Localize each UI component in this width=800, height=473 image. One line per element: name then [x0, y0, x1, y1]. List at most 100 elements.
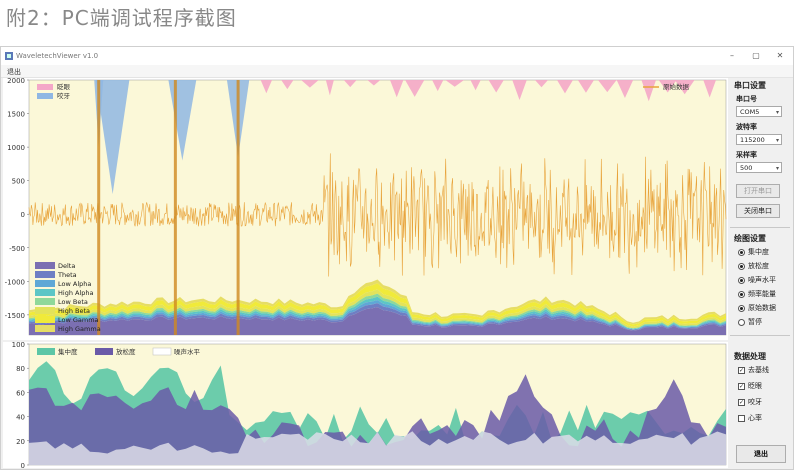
blink-overlay	[616, 80, 634, 99]
checkbox-icon: ✓	[738, 366, 745, 374]
blink-overlay	[405, 80, 425, 97]
close-port-button[interactable]: 关闭串口	[736, 204, 780, 218]
plot-option[interactable]: 原始数据	[738, 303, 776, 313]
processing-option[interactable]: ✓ 去基线	[738, 365, 769, 375]
blink-overlay	[367, 80, 381, 86]
legend-swatch	[152, 347, 172, 356]
metrics-chart: 100 80 60 40 20 0 集中度 放松度 噪声水平	[12, 341, 727, 470]
plot-settings: 绘图设置 集中度放松度噪声水平频率能量原始数据暂停	[730, 233, 792, 333]
maximize-button[interactable]: ▢	[752, 51, 760, 60]
menu-exit[interactable]: 退出	[7, 68, 21, 76]
metrics-chart-panel: 100 80 60 40 20 0 集中度 放松度 噪声水平	[3, 341, 728, 470]
legend-swatch	[35, 280, 55, 287]
blink-overlay	[658, 80, 677, 93]
legend-label: 咬牙	[57, 91, 71, 100]
rate-value: 500	[740, 164, 753, 172]
title-bar: WaveletechViewer v1.0 – ▢ ✕	[1, 47, 793, 65]
menu-bar: 退出	[1, 65, 793, 78]
legend-label: 原始数据	[663, 82, 690, 91]
legend-label: 眨眼	[57, 82, 71, 91]
blink-overlay	[281, 80, 294, 90]
y-tick-label: -1500	[5, 312, 25, 320]
processing-option[interactable]: ✓ 眨眼	[738, 381, 762, 391]
plot-option[interactable]: 频率能量	[738, 289, 776, 299]
legend-swatch	[35, 307, 55, 314]
processing-option-label: 咬牙	[748, 398, 762, 406]
rate-label: 采样率	[736, 151, 757, 159]
raw-signal-line	[28, 153, 727, 277]
serial-section-title: 串口设置	[734, 81, 766, 90]
processing-settings: 数据处理 ✓ 去基线 ✓ 眨眼 ✓ 咬牙 心率	[730, 351, 792, 431]
plot-option-label: 放松度	[748, 262, 769, 270]
y-tick-label: 2000	[7, 78, 25, 85]
plot-section-title: 绘图设置	[734, 234, 766, 243]
plot-option[interactable]: 噪声水平	[738, 275, 776, 285]
port-value: COM5	[740, 108, 760, 116]
blink-overlay	[577, 80, 595, 93]
blink-overlay	[512, 80, 527, 100]
blink-overlay	[260, 80, 273, 94]
blink-overlay	[325, 80, 334, 96]
checkbox-icon: ✓	[738, 398, 745, 406]
legend-swatch	[95, 348, 113, 355]
page-caption: 附2：PC端调试程序截图	[6, 6, 237, 30]
blink-overlay	[343, 80, 357, 88]
band-area	[29, 307, 726, 335]
port-select[interactable]: COM5 ▾	[736, 106, 782, 117]
legend-label: Theta	[57, 271, 77, 279]
plot-option[interactable]: 集中度	[738, 247, 769, 257]
y-tick-label: 1500	[7, 111, 25, 119]
plot-option-label: 暂停	[748, 318, 762, 326]
radio-icon	[738, 304, 745, 312]
y-tick-label: 20	[16, 438, 25, 446]
divider	[730, 335, 790, 336]
blink-overlay	[470, 80, 481, 91]
port-label: 串口号	[736, 95, 757, 103]
y-tick-label: 0	[21, 462, 25, 468]
radio-icon	[738, 290, 745, 298]
minimize-button[interactable]: –	[730, 51, 734, 60]
exit-button[interactable]: 退出	[736, 445, 786, 463]
blink-overlay	[534, 80, 549, 88]
plot-option[interactable]: 放松度	[738, 261, 769, 271]
app-icon	[5, 52, 13, 60]
eeg-chart-panel: 2000 1500 1000 500 0 -500 -1000 -1500 眨眼 咬牙 原始数据 …	[3, 77, 728, 340]
legend-label: 放松度	[116, 347, 136, 356]
open-port-button[interactable]: 打开串口	[736, 184, 780, 198]
chevron-down-icon: ▾	[775, 137, 779, 144]
serial-settings: 串口设置 串口号 COM5 ▾ 波特率 115200 ▾ 采样率 500 ▾ 打开串口…	[730, 80, 792, 230]
plot-option-label: 噪声水平	[748, 276, 776, 284]
blink-overlay	[674, 80, 695, 95]
processing-option[interactable]: ✓ 咬牙	[738, 397, 762, 407]
plot-option-label: 集中度	[748, 248, 769, 256]
blink-overlay	[301, 80, 319, 88]
blink-overlay	[557, 80, 573, 94]
legend-label: Delta	[58, 262, 75, 270]
y-tick-label: 60	[16, 389, 25, 397]
noise-area	[29, 431, 726, 465]
y-tick-label: 100	[12, 342, 25, 349]
rate-select[interactable]: 500 ▾	[736, 162, 782, 173]
legend-label: Low Gamma	[58, 316, 99, 324]
bite-overlay	[95, 80, 130, 195]
legend-swatch	[35, 271, 55, 278]
radio-icon	[738, 276, 745, 284]
y-tick-label: 1000	[7, 144, 25, 152]
close-button[interactable]: ✕	[776, 51, 784, 60]
legend-label: Low Beta	[58, 298, 88, 306]
baud-select[interactable]: 115200 ▾	[736, 134, 782, 145]
legend-swatch	[35, 316, 55, 323]
legend-label: 噪声水平	[174, 347, 201, 356]
window-title: WaveletechViewer v1.0	[16, 52, 99, 60]
chevron-down-icon: ▾	[775, 109, 779, 116]
processing-option-label: 眨眼	[748, 382, 762, 390]
legend-swatch	[35, 298, 55, 305]
legend-swatch	[35, 325, 55, 332]
blink-overlay	[597, 80, 617, 93]
plot-option[interactable]: 暂停	[738, 317, 762, 327]
app-window: WaveletechViewer v1.0 – ▢ ✕ 退出 2000 1500 1…	[0, 46, 794, 470]
processing-option[interactable]: 心率	[738, 413, 762, 423]
legend-swatch	[37, 93, 53, 99]
legend-label: High Beta	[58, 307, 90, 315]
blink-overlay	[390, 80, 404, 98]
